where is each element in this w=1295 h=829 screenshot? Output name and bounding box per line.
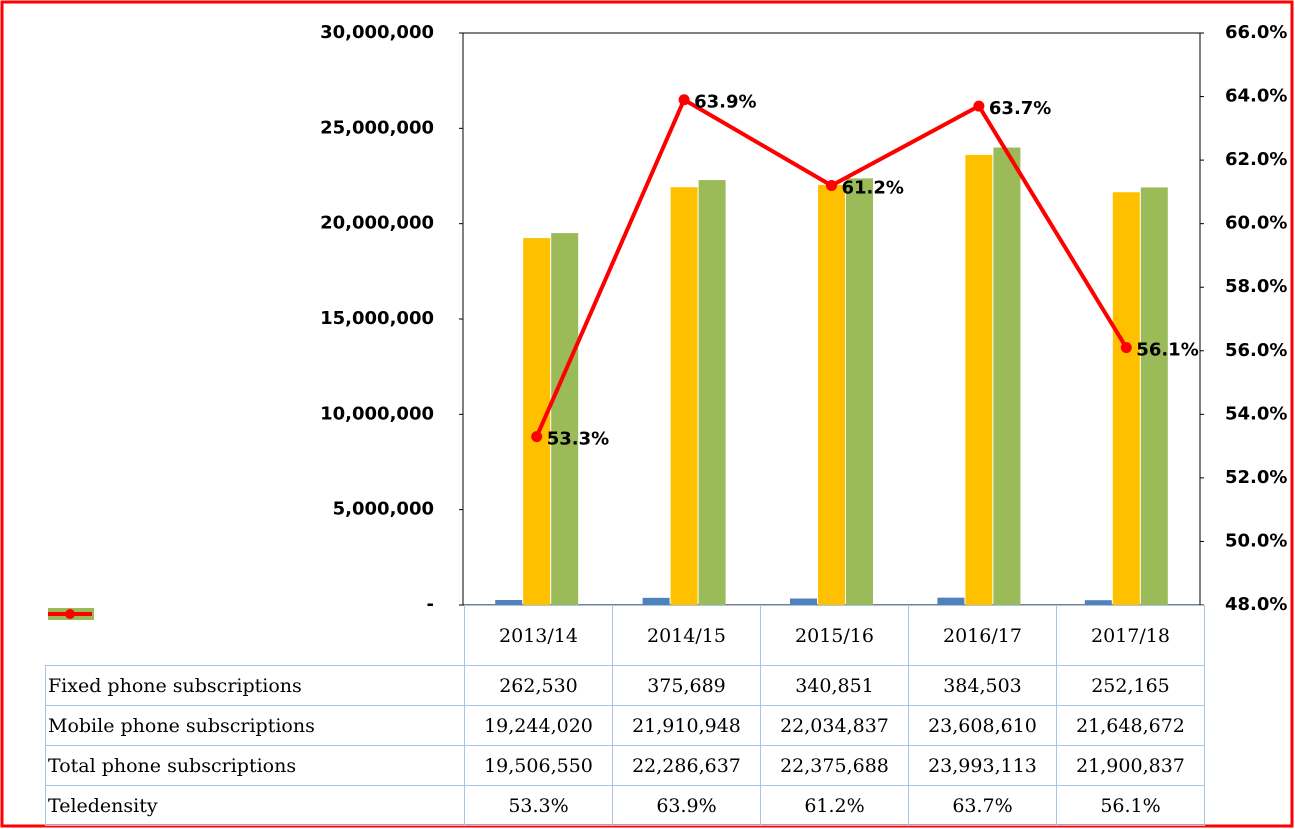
bar: [1084, 600, 1112, 605]
table-row: Fixed phone subscriptions 262,530 375,689 3…: [45, 607, 1205, 706]
y2-tick-label: 62.0%: [1225, 149, 1287, 170]
y2-tick-label: 64.0%: [1225, 86, 1287, 107]
bar: [1112, 192, 1140, 605]
legend-label: Total phone subscriptions: [48, 754, 297, 777]
bar: [495, 599, 523, 605]
bar: [670, 187, 698, 605]
series-name: Teledensity: [45, 608, 465, 826]
line-point: [1120, 342, 1132, 354]
series-name: Total phone subscriptions: [45, 607, 465, 786]
table-value: 21,910,948: [612, 705, 761, 746]
table-value: 23,608,610: [908, 705, 1057, 746]
table-value: 22,286,637: [612, 745, 761, 786]
category-label: 2013/14: [464, 605, 613, 666]
bar: [698, 180, 726, 605]
y-tick-label: 5,000,000: [333, 499, 434, 520]
line-point: [973, 100, 985, 112]
table-value: 63.9%: [612, 785, 761, 826]
category-label: 2016/17: [908, 605, 1057, 666]
legend-key: [47, 608, 92, 619]
table-value: 23,993,113: [908, 745, 1057, 786]
category-label: 2015/16: [760, 605, 909, 666]
y2-tick-label: 50.0%: [1225, 530, 1287, 551]
table-value: 22,375,688: [760, 745, 909, 786]
y2-tick-label: 66.0%: [1225, 22, 1287, 43]
bar: [551, 233, 579, 605]
line-point: [678, 94, 690, 106]
table-value: 340,851: [760, 665, 909, 706]
y-tick-label: 15,000,000: [320, 308, 434, 329]
bar: [846, 178, 873, 605]
legend-label: Fixed phone subscriptions: [48, 674, 302, 697]
y2-tick-label: 48.0%: [1225, 594, 1287, 615]
y-tick-label: 10,000,000: [320, 403, 434, 424]
table-value: 375,689: [612, 665, 761, 706]
data-label: 63.9%: [694, 92, 756, 113]
table-row: Teledensity 53.3% 63.9% 61.2% 63.7% 56.1%: [45, 608, 1205, 826]
data-label: 63.7%: [989, 98, 1051, 119]
bar: [790, 598, 817, 605]
bar: [1140, 187, 1168, 605]
legend-label: Mobile phone subscriptions: [48, 714, 315, 737]
table-value: 22,034,837: [760, 705, 909, 746]
table-corner: [45, 605, 465, 666]
series-name: Fixed phone subscriptions: [45, 607, 465, 706]
y2-tick-label: 54.0%: [1225, 403, 1287, 424]
table-value: 19,244,020: [464, 705, 613, 746]
legend-label: Teledensity: [48, 794, 158, 817]
bar: [523, 238, 551, 605]
series-name: Mobile phone subscriptions: [45, 607, 465, 746]
table-row: Total phone subscriptions 19,506,550 22,28…: [45, 607, 1205, 786]
bar: [642, 597, 670, 605]
data-label: 56.1%: [1136, 340, 1198, 361]
table-value: 63.7%: [908, 785, 1057, 826]
y-tick-label: 25,000,000: [320, 117, 434, 138]
table-row: Mobile phone subscriptions 19,244,020 21,9…: [45, 607, 1205, 746]
table-value: 19,506,550: [464, 745, 613, 786]
y2-tick-label: 58.0%: [1225, 276, 1287, 297]
table-value: 56.1%: [1056, 785, 1205, 826]
table-value: 252,165: [1056, 665, 1205, 706]
table-value: 21,900,837: [1056, 745, 1205, 786]
table-value: 61.2%: [760, 785, 909, 826]
data-table: 2013/14 2014/15 2015/16 2016/17 2017/18 Fixed…: [45, 605, 1205, 826]
line-point: [531, 431, 543, 443]
line-point: [826, 180, 837, 192]
y2-tick-label: 60.0%: [1225, 213, 1287, 234]
category-label: 2014/15: [612, 605, 761, 666]
table-header: 2013/14 2014/15 2015/16 2016/17 2017/18: [45, 605, 1205, 666]
y-tick-label: 30,000,000: [320, 22, 434, 43]
table-value: 53.3%: [464, 785, 613, 826]
bar: [818, 184, 845, 605]
y2-tick-label: 52.0%: [1225, 467, 1287, 488]
bar: [993, 147, 1021, 605]
table-value: 262,530: [464, 665, 613, 706]
y-tick-label: -: [427, 594, 434, 615]
table-value: 384,503: [908, 665, 1057, 706]
table-value: 21,648,672: [1056, 705, 1205, 746]
data-label: 61.2%: [842, 178, 904, 199]
category-label: 2017/18: [1056, 605, 1205, 666]
legend-point: [64, 608, 75, 619]
y2-tick-label: 56.0%: [1225, 340, 1287, 361]
data-label: 53.3%: [547, 429, 609, 450]
bar: [937, 597, 965, 605]
y-tick-label: 20,000,000: [320, 213, 434, 234]
bar: [965, 154, 993, 606]
